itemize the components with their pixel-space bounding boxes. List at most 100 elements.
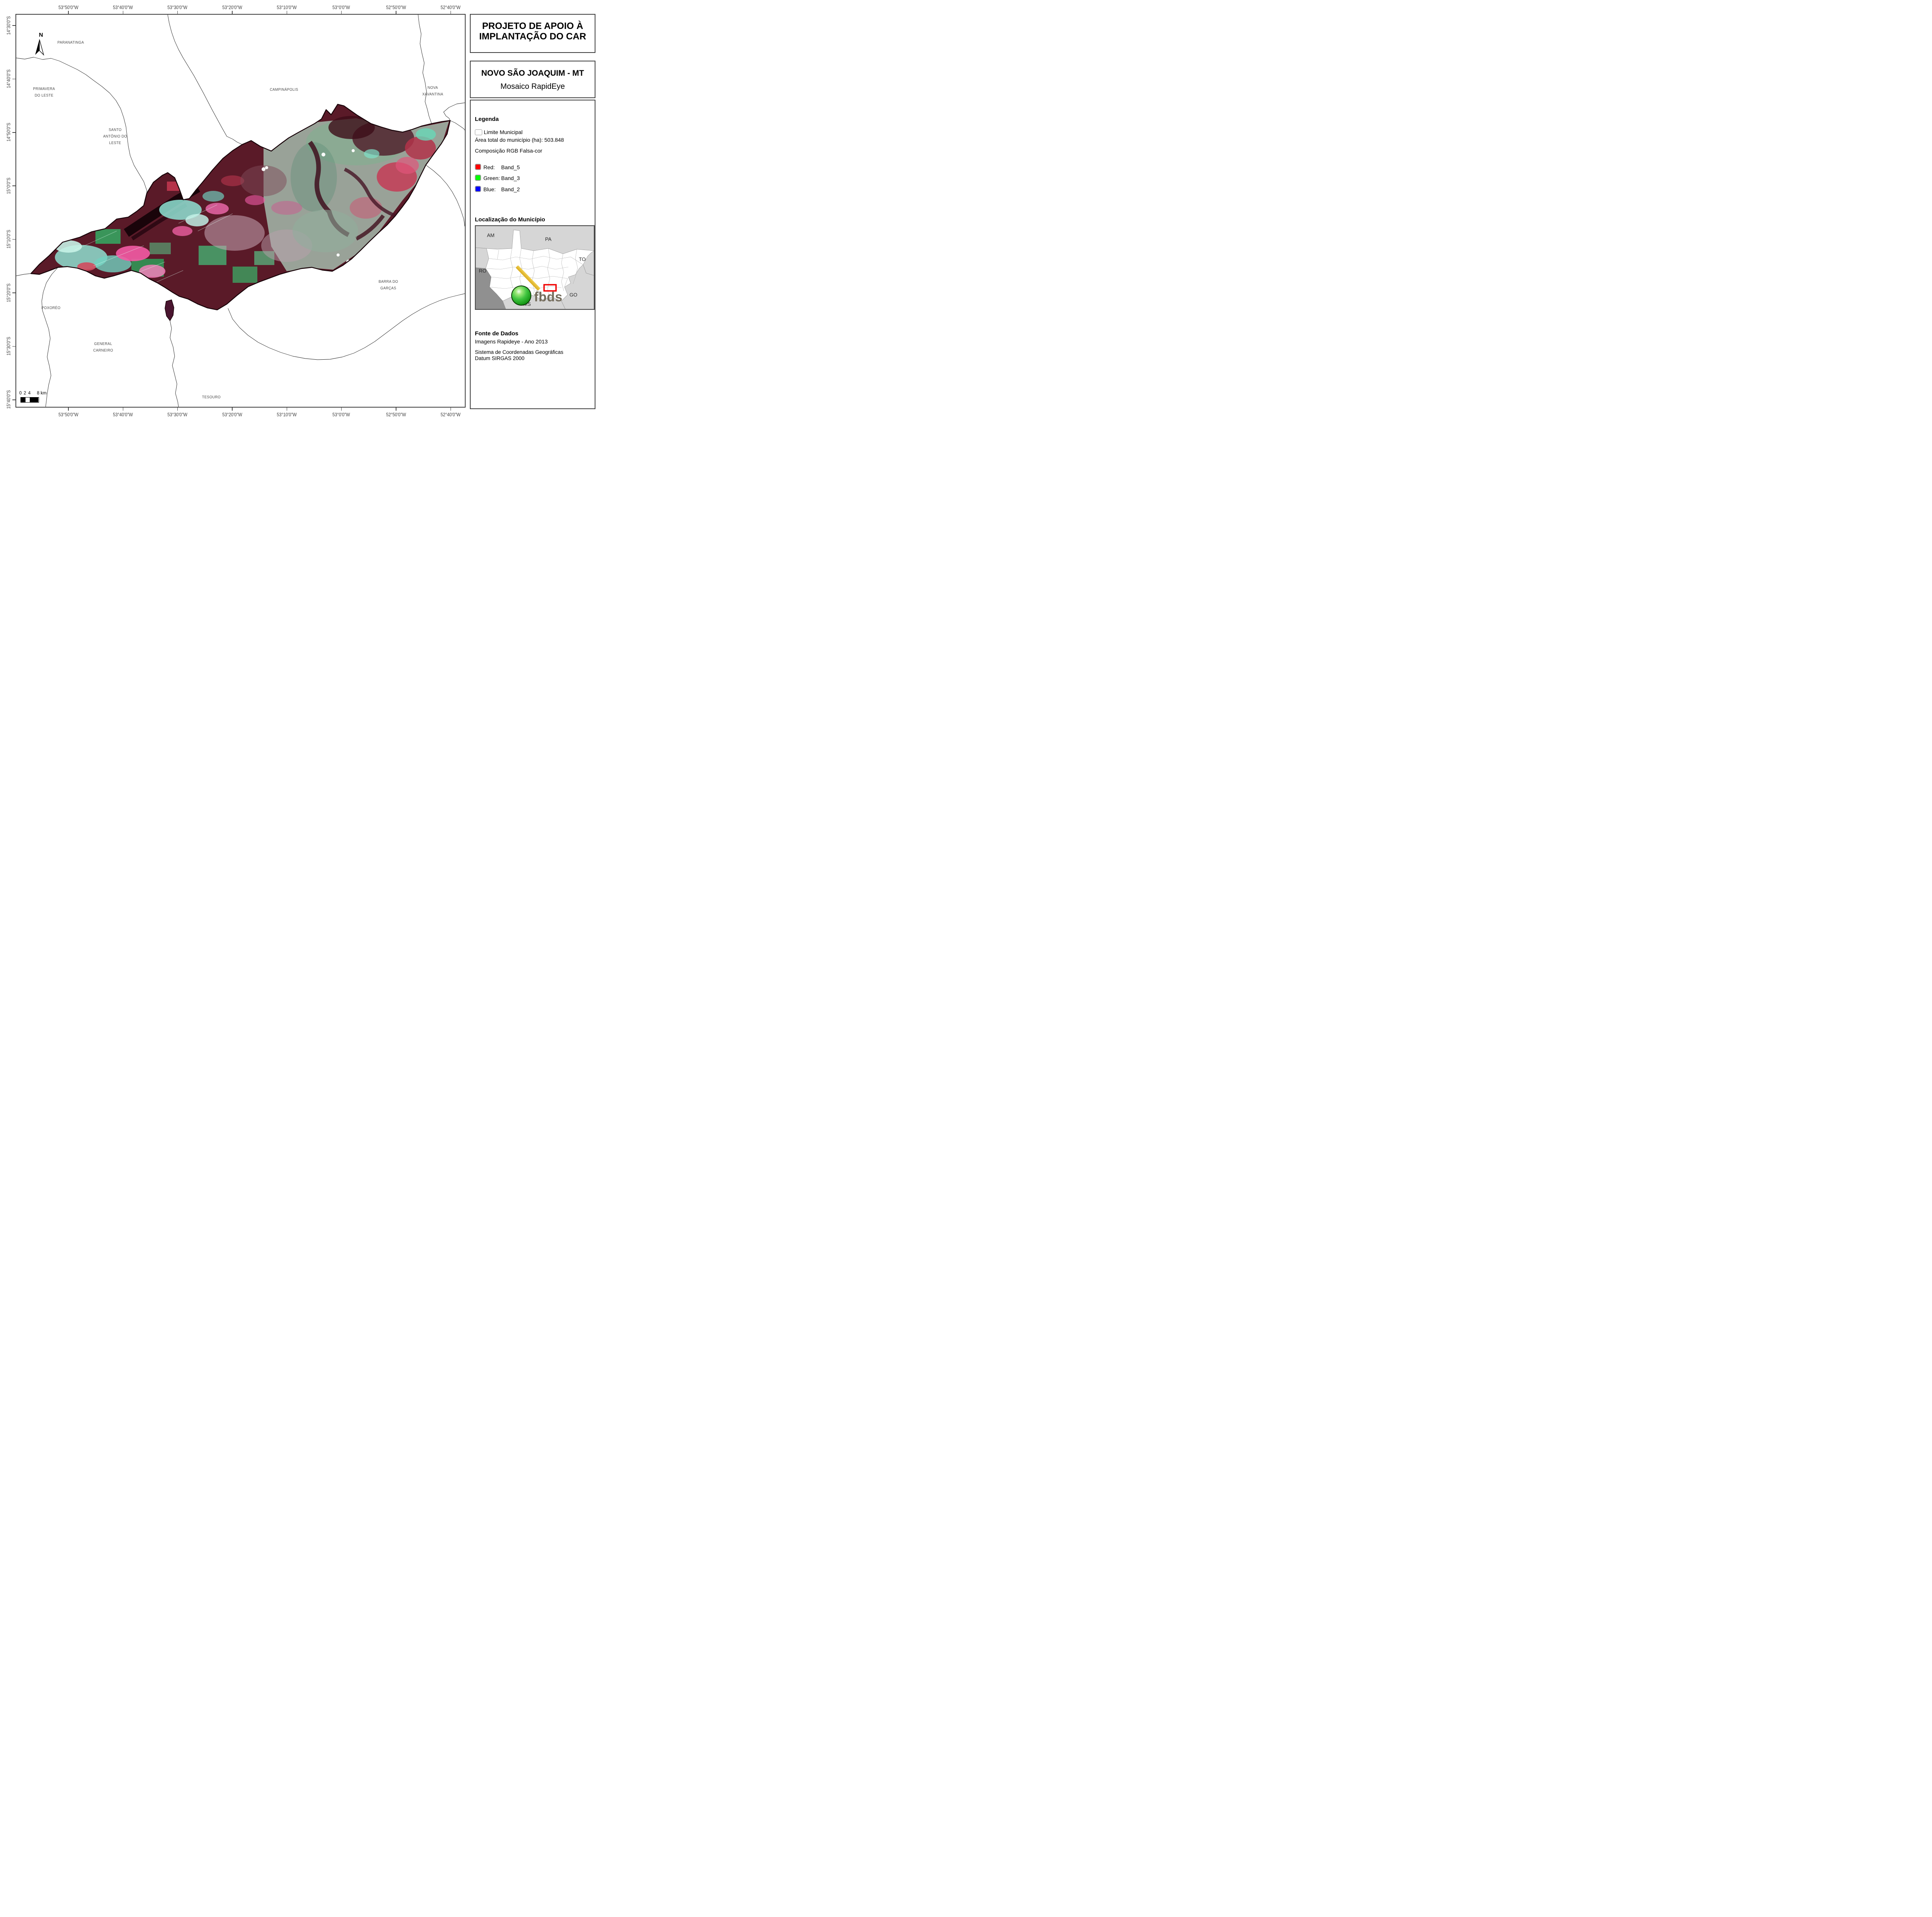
- state-label-ro: RO: [479, 268, 486, 274]
- band-blue-swatch: [475, 186, 481, 192]
- place-label-primavera-2: DO LESTE: [34, 93, 54, 98]
- product-name: Mosaico RapidEye: [500, 82, 565, 91]
- project-title-line2: IMPLANTAÇÃO DO CAR: [479, 31, 586, 42]
- tick-bottom-1: [68, 408, 69, 411]
- north-arrow-icon: [35, 39, 44, 56]
- panel-content-box: Legenda Limite Municipal Área total do m…: [470, 100, 595, 409]
- location-header: Localização do Município: [475, 216, 545, 223]
- axis-bottom-2: 53°40'0"W: [113, 411, 133, 418]
- place-label-poxoreo: POXORÉO: [41, 306, 61, 310]
- band-red-channel: Red:: [483, 164, 495, 170]
- source-line3: Datum SIRGAS 2000: [475, 355, 525, 361]
- map-canvas[interactable]: PARANATINGA PRIMAVERA DO LESTE CAMPINÁPO…: [15, 14, 466, 408]
- north-arrow: N: [33, 32, 49, 59]
- scalebar-label-2: 2: [24, 391, 26, 396]
- scalebar-label-8km: 8 km: [37, 391, 47, 396]
- scalebar: [20, 397, 39, 403]
- axis-top-8: 52°40'0"W: [440, 4, 461, 10]
- place-label-santo-antonio-3: LESTE: [109, 141, 121, 145]
- municipality-name: NOVO SÃO JOAQUIM - MT: [481, 69, 584, 78]
- tick-left-6: [12, 292, 15, 293]
- legend-header: Legenda: [475, 116, 499, 122]
- place-label-general-2: CARNEIRO: [93, 348, 113, 353]
- place-label-barra-1: BARRA DO: [378, 279, 398, 284]
- tick-bottom-6: [341, 408, 342, 411]
- axis-left-7: 15°30'0"S: [5, 336, 12, 356]
- map-layout-page: PARANATINGA PRIMAVERA DO LESTE CAMPINÁPO…: [0, 0, 597, 422]
- axis-top-2: 53°40'0"W: [113, 4, 133, 10]
- place-label-santo-antonio-2: ANTÔNIO DO: [103, 134, 128, 139]
- place-label-nova-xavantina-1: NOVA: [427, 85, 438, 90]
- band-green-channel: Green:: [483, 175, 500, 181]
- inset-municipal-lines: [486, 248, 583, 297]
- inset-map-svg: [475, 226, 594, 309]
- municipality-outline: [30, 104, 451, 311]
- title-box: PROJETO DE APOIO À IMPLANTAÇÃO DO CAR: [470, 14, 595, 53]
- axis-bottom-6: 53°0'0"W: [332, 411, 350, 418]
- neighbor-boundaries: [16, 15, 465, 407]
- place-label-general-1: GENERAL: [94, 342, 112, 346]
- axis-left-6: 15°20'0"S: [5, 283, 12, 303]
- area-total-label: Área total do município (ha): 503.848: [475, 137, 564, 143]
- axis-bottom-1: 53°50'0"W: [58, 411, 78, 418]
- band-red-swatch: [475, 164, 481, 170]
- tick-top-3: [177, 11, 178, 14]
- place-label-paranatinga: PARANATINGA: [57, 40, 84, 45]
- tick-left-7: [12, 346, 15, 347]
- north-label: N: [39, 32, 43, 38]
- tick-left-4: [12, 185, 15, 186]
- tick-top-6: [341, 11, 342, 14]
- fbds-logo-text: fbds: [534, 290, 563, 304]
- axis-left-1: 14°30'0"S: [5, 16, 12, 35]
- state-label-to: TO: [579, 256, 586, 262]
- rapideye-mosaic: [31, 104, 450, 310]
- map-svg: [16, 15, 465, 407]
- tick-top-2: [122, 11, 124, 14]
- tick-bottom-3: [177, 408, 178, 411]
- axis-left-8: 15°40'0"S: [5, 390, 12, 409]
- scalebar-seg-1: [21, 398, 26, 402]
- axis-top-4: 53°20'0"W: [222, 4, 242, 10]
- axis-bottom-4: 53°20'0"W: [222, 411, 242, 418]
- band-green-swatch: [475, 175, 481, 181]
- axis-left-4: 15°0'0"S: [5, 177, 12, 194]
- axis-top-5: 53°10'0"W: [277, 4, 297, 10]
- tick-left-2: [12, 78, 15, 80]
- limite-municipal-label: Limite Municipal: [484, 129, 523, 135]
- place-label-campinapolis: CAMPINÁPOLIS: [270, 87, 298, 92]
- composition-label: Composição RGB Falsa-cor: [475, 148, 543, 154]
- place-label-barra-2: GARÇAS: [380, 286, 396, 291]
- fbds-logo-sphere-icon: [511, 286, 531, 306]
- tick-top-1: [68, 11, 69, 14]
- tick-left-8: [12, 399, 15, 400]
- municipality-highlight-rect: [543, 284, 557, 292]
- band-blue-name: Band_2: [501, 186, 520, 192]
- band-green-name: Band_3: [501, 175, 520, 181]
- limite-municipal-swatch: [475, 129, 482, 135]
- tick-bottom-2: [122, 408, 124, 411]
- axis-left-5: 15°10'0"S: [5, 229, 12, 249]
- tick-bottom-4: [232, 408, 233, 411]
- axis-top-7: 52°50'0"W: [386, 4, 406, 10]
- municipality-appendix: [165, 299, 174, 321]
- axis-bottom-8: 52°40'0"W: [440, 411, 461, 418]
- scalebar-label-0: 0: [19, 391, 22, 396]
- state-label-pa: PA: [545, 236, 552, 242]
- tick-top-4: [232, 11, 233, 14]
- axis-top-3: 53°30'0"W: [167, 4, 187, 10]
- scalebar-seg-3: [29, 398, 39, 402]
- subtitle-box: NOVO SÃO JOAQUIM - MT Mosaico RapidEye: [470, 61, 595, 98]
- tick-left-1: [12, 25, 15, 26]
- location-inset-map: [475, 225, 595, 310]
- state-label-go: GO: [569, 292, 578, 298]
- axis-bottom-5: 53°10'0"W: [277, 411, 297, 418]
- source-line2: Sistema de Coordenadas Geográficas: [475, 349, 563, 355]
- axis-bottom-3: 53°30'0"W: [167, 411, 187, 418]
- tick-left-3: [12, 132, 15, 133]
- place-label-santo-antonio-1: SANTO: [109, 127, 122, 132]
- place-label-nova-xavantina-2: XAVANTINA: [422, 92, 444, 97]
- axis-top-6: 53°0'0"W: [332, 4, 350, 10]
- band-red-name: Band_5: [501, 164, 520, 170]
- state-label-am: AM: [487, 232, 495, 238]
- scalebar-seg-2: [25, 398, 30, 402]
